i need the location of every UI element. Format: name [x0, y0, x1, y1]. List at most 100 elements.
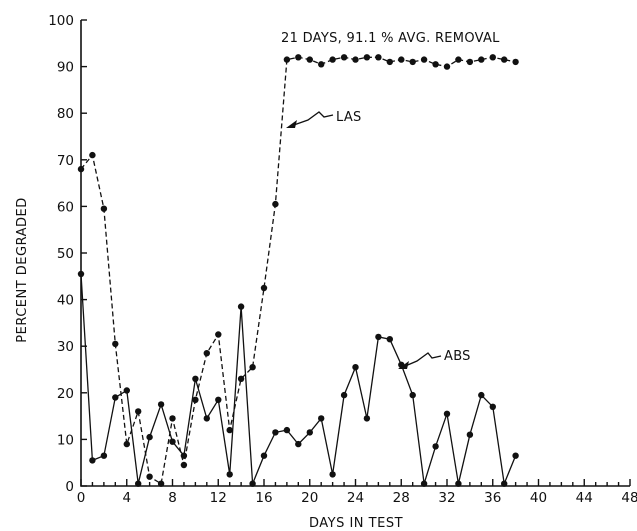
- las-data-point: [443, 63, 451, 70]
- abs-data-point: [466, 431, 474, 438]
- las-data-point: [146, 473, 153, 480]
- las-data-point: [100, 205, 108, 212]
- abs-data-point: [135, 480, 142, 487]
- las-data-point: [192, 396, 199, 403]
- annotation-avg-removal: 21 DAYS, 91.1 % AVG. REMOVAL: [281, 31, 500, 46]
- abs-data-point: [249, 480, 256, 487]
- las-series-line: [80, 56, 516, 485]
- y-tick-label: 80: [57, 106, 74, 122]
- las-data-point: [409, 58, 416, 66]
- y-tick-label: 40: [57, 293, 74, 309]
- abs-data-point: [318, 415, 325, 422]
- las-data-point: [386, 58, 393, 66]
- abs-data-point: [501, 480, 508, 487]
- las-data-point: [169, 415, 176, 422]
- x-tick-label: 44: [576, 490, 593, 506]
- las-data-point: [135, 408, 142, 415]
- abs-data-point: [112, 394, 119, 401]
- abs-data-point: [283, 426, 291, 434]
- las-data-point: [512, 58, 519, 66]
- las-arrowhead: [286, 120, 297, 128]
- abs-data-point: [203, 415, 210, 422]
- las-data-point: [112, 340, 119, 348]
- axis-frame: [80, 20, 630, 487]
- las-data-point: [432, 61, 439, 68]
- abs-data-point: [295, 440, 302, 448]
- abs-data-point: [237, 303, 245, 310]
- abs-data-point: [215, 396, 222, 403]
- abs-data-point: [272, 429, 279, 436]
- las-data-point: [466, 58, 474, 66]
- las-data-point: [77, 165, 85, 173]
- y-tick-label: 50: [57, 246, 74, 262]
- abs-data-point: [306, 429, 313, 436]
- x-tick-label: 40: [530, 490, 547, 506]
- abs-data-point: [146, 433, 153, 441]
- abs-data-point: [192, 375, 199, 382]
- abs-arrowhead: [398, 361, 409, 369]
- abs-arrow-shaft: [402, 352, 442, 368]
- abs-data-point: [157, 401, 165, 408]
- y-tick-label: 20: [57, 386, 74, 402]
- annotation-las-label: LAS: [336, 110, 362, 125]
- las-data-point: [215, 331, 222, 338]
- las-data-point: [478, 56, 485, 63]
- abs-data-point: [455, 480, 462, 487]
- abs-data-point: [100, 452, 108, 459]
- abs-data-point: [169, 438, 176, 445]
- x-tick-label: 28: [393, 490, 410, 506]
- annotation-abs-label: ABS: [444, 349, 471, 364]
- x-tick-label: 24: [347, 490, 364, 506]
- x-tick-label: 48: [621, 490, 637, 506]
- abs-data-point: [260, 452, 268, 459]
- abs-data-point: [180, 452, 188, 459]
- abs-data-point: [478, 391, 485, 399]
- annotations: 21 DAYS, 91.1 % AVG. REMOVAL LAS ABS: [281, 31, 500, 369]
- las-data-point: [329, 56, 336, 63]
- las-data-point: [306, 56, 313, 63]
- las-data-point: [363, 54, 371, 61]
- abs-data-point: [512, 452, 519, 459]
- x-tick-label: 4: [122, 490, 131, 506]
- x-axis-label: DAYS IN TEST: [309, 516, 403, 531]
- x-tick-label: 20: [301, 490, 318, 506]
- y-axis-label: PERCENT DEGRADED: [15, 197, 30, 342]
- abs-data-point: [489, 403, 496, 410]
- las-data-point: [398, 56, 405, 63]
- abs-data-point: [352, 364, 359, 371]
- las-data-point: [375, 54, 382, 61]
- y-tick-label: 30: [57, 339, 74, 355]
- las-data-point: [203, 350, 210, 357]
- las-data-point: [340, 54, 348, 61]
- las-data-point: [420, 56, 428, 63]
- x-tick-label: 8: [168, 490, 177, 506]
- abs-series-line: [80, 273, 517, 487]
- abs-data-point: [432, 443, 439, 450]
- las-data-point: [123, 440, 130, 448]
- y-tick-label: 70: [57, 153, 74, 169]
- las-data-point: [272, 200, 279, 208]
- las-data-point: [352, 56, 359, 63]
- abs-data-point: [409, 391, 416, 399]
- las-data-point: [318, 61, 325, 68]
- las-data-point: [249, 364, 256, 371]
- series-layer: [77, 54, 519, 487]
- abs-data-point: [386, 336, 393, 343]
- las-data-point: [283, 56, 291, 63]
- x-tick-label: 32: [438, 490, 455, 506]
- las-data-point: [157, 480, 165, 487]
- las-data-point: [237, 375, 245, 382]
- abs-data-point: [77, 270, 85, 278]
- las-data-point: [295, 54, 302, 61]
- abs-data-point: [226, 471, 233, 478]
- las-data-point: [501, 56, 508, 63]
- las-data-point: [226, 426, 233, 434]
- y-tick-label: 90: [57, 60, 74, 76]
- abs-data-point: [420, 480, 428, 487]
- abs-data-point: [443, 410, 451, 417]
- las-data-point: [89, 151, 96, 159]
- y-tick-label: 0: [65, 479, 74, 495]
